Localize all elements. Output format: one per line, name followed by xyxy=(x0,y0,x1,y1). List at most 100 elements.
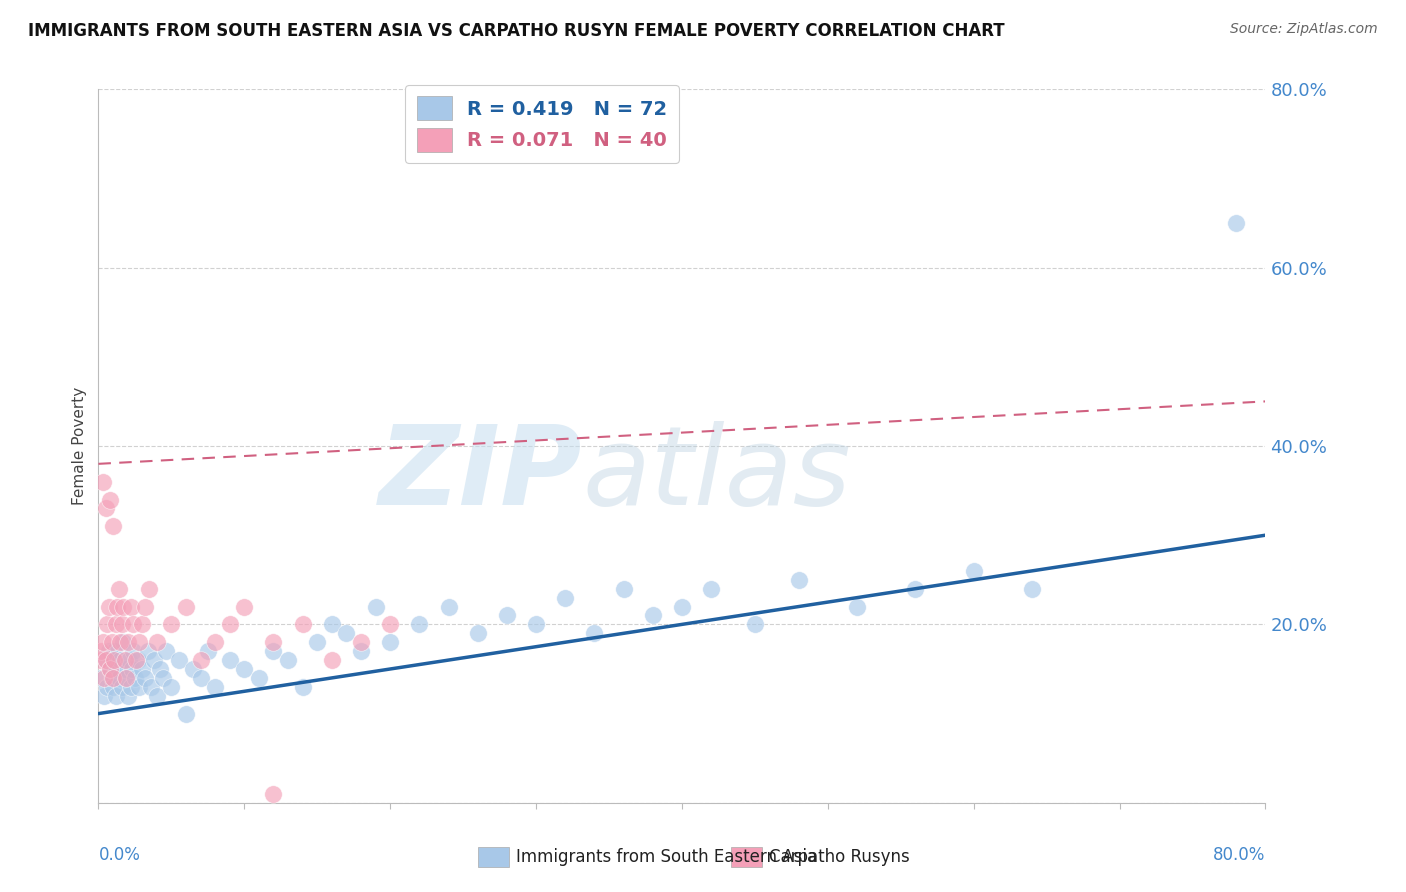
Point xyxy=(277,653,299,667)
Point xyxy=(218,653,240,667)
Point xyxy=(89,653,111,667)
Point xyxy=(262,787,284,801)
Point xyxy=(380,617,402,632)
Point xyxy=(101,671,124,685)
Point xyxy=(97,599,120,614)
Point xyxy=(190,671,212,685)
Point xyxy=(100,671,122,685)
Point xyxy=(134,599,156,614)
Point xyxy=(90,671,112,685)
Point xyxy=(437,599,460,614)
Point xyxy=(641,608,664,623)
Point xyxy=(181,662,204,676)
Point xyxy=(262,635,284,649)
Point xyxy=(120,680,142,694)
Point xyxy=(146,689,169,703)
Point xyxy=(142,653,165,667)
Point xyxy=(98,662,121,676)
Point xyxy=(197,644,219,658)
Point xyxy=(94,653,117,667)
Point xyxy=(167,653,190,667)
Point xyxy=(108,582,131,596)
Point xyxy=(97,644,120,658)
Point xyxy=(122,617,145,632)
Point xyxy=(117,689,139,703)
Point xyxy=(364,599,387,614)
Text: 80.0%: 80.0% xyxy=(1213,846,1265,863)
Point xyxy=(103,653,125,667)
Point xyxy=(408,617,430,632)
Point xyxy=(105,662,128,676)
Point xyxy=(1225,216,1247,230)
Point xyxy=(321,653,343,667)
Point xyxy=(174,599,197,614)
Point xyxy=(350,635,373,649)
Text: Source: ZipAtlas.com: Source: ZipAtlas.com xyxy=(1230,22,1378,37)
Point xyxy=(110,635,132,649)
Point xyxy=(111,617,134,632)
Point xyxy=(138,582,160,596)
Point xyxy=(233,599,256,614)
Point xyxy=(139,680,162,694)
Y-axis label: Female Poverty: Female Poverty xyxy=(72,387,87,505)
Point xyxy=(94,501,117,516)
Point xyxy=(524,617,547,632)
Legend: R = 0.419   N = 72, R = 0.071   N = 40: R = 0.419 N = 72, R = 0.071 N = 40 xyxy=(405,85,679,163)
Point xyxy=(155,644,177,658)
Point xyxy=(127,653,149,667)
Point xyxy=(111,680,134,694)
Point xyxy=(554,591,576,605)
Point xyxy=(496,608,519,623)
Point xyxy=(962,564,984,578)
Point xyxy=(96,680,118,694)
Point xyxy=(128,680,150,694)
Point xyxy=(124,671,146,685)
Point xyxy=(101,653,124,667)
Point xyxy=(115,671,138,685)
Point xyxy=(218,617,240,632)
Point xyxy=(744,617,766,632)
Point xyxy=(90,644,112,658)
Point xyxy=(787,573,810,587)
Point xyxy=(136,644,159,658)
Point xyxy=(262,644,284,658)
Point xyxy=(100,635,122,649)
Point xyxy=(146,635,169,649)
Point xyxy=(291,617,314,632)
Text: IMMIGRANTS FROM SOUTH EASTERN ASIA VS CARPATHO RUSYN FEMALE POVERTY CORRELATION : IMMIGRANTS FROM SOUTH EASTERN ASIA VS CA… xyxy=(28,22,1005,40)
Point xyxy=(612,582,634,596)
Point xyxy=(104,689,127,703)
Point xyxy=(204,680,226,694)
Point xyxy=(108,671,131,685)
Point xyxy=(204,635,226,649)
Point xyxy=(700,582,723,596)
Point xyxy=(114,662,136,676)
Text: atlas: atlas xyxy=(582,421,852,528)
Point xyxy=(101,680,124,694)
Point xyxy=(98,492,121,507)
Point xyxy=(149,662,172,676)
Point xyxy=(904,582,927,596)
Point xyxy=(174,706,197,721)
Point xyxy=(190,653,212,667)
Point xyxy=(96,617,118,632)
Point xyxy=(307,635,329,649)
Point xyxy=(131,617,153,632)
Point xyxy=(112,599,135,614)
Text: 0.0%: 0.0% xyxy=(98,846,141,863)
Point xyxy=(350,644,373,658)
Point xyxy=(112,635,135,649)
Point xyxy=(128,635,150,649)
Point xyxy=(134,671,156,685)
Point xyxy=(380,635,402,649)
Point xyxy=(110,653,132,667)
Point xyxy=(93,689,115,703)
Text: Carpatho Rusyns: Carpatho Rusyns xyxy=(769,848,910,866)
Point xyxy=(233,662,256,676)
Point xyxy=(152,671,174,685)
Point xyxy=(160,680,183,694)
Point xyxy=(115,671,138,685)
Point xyxy=(291,680,314,694)
Point xyxy=(121,662,143,676)
Point xyxy=(93,671,115,685)
